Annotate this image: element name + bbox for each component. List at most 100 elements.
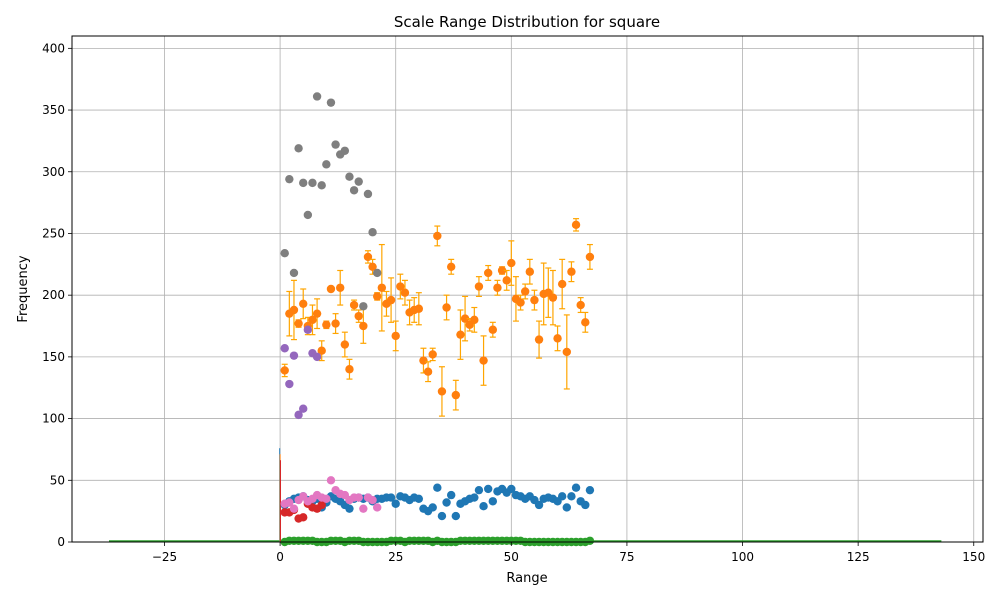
data-point	[373, 268, 382, 278]
y-tick-label: 200	[42, 288, 65, 302]
data-point	[345, 172, 354, 181]
data-point	[359, 302, 368, 311]
data-point	[326, 476, 336, 485]
data-point	[437, 511, 447, 521]
data-point	[368, 228, 377, 237]
y-tick-label: 300	[42, 165, 65, 179]
data-point	[317, 346, 326, 355]
series-1	[280, 218, 595, 417]
y-tick-label: 150	[42, 350, 65, 364]
data-point	[312, 352, 322, 362]
data-point	[363, 189, 373, 199]
data-point	[507, 258, 516, 268]
data-point	[428, 350, 437, 359]
data-point	[280, 366, 289, 375]
x-tick-label: 150	[962, 550, 985, 564]
data-point	[326, 98, 336, 107]
data-point	[446, 490, 456, 500]
x-tick-label: 125	[847, 550, 870, 564]
data-point	[308, 315, 317, 325]
data-point	[433, 483, 442, 492]
data-point	[576, 300, 585, 310]
ticks: −25 0 25 50 75 100 125 150 0 50 100 150 200 250 300 350…	[42, 41, 985, 564]
chart-title: Scale Range Distribution for square	[394, 13, 660, 31]
data-point	[368, 495, 377, 505]
data-point	[585, 252, 595, 262]
data-point	[548, 293, 558, 302]
data-point	[359, 504, 368, 513]
data-point	[497, 266, 507, 275]
data-point	[488, 497, 498, 506]
data-point	[317, 500, 326, 510]
data-point	[349, 186, 359, 195]
data-point	[299, 178, 308, 188]
data-point	[502, 276, 511, 285]
y-tick-label: 400	[42, 41, 65, 55]
data-point	[377, 283, 387, 292]
data-point	[345, 504, 354, 513]
data-point	[386, 493, 396, 502]
x-tick-label: 25	[388, 550, 403, 564]
data-point	[331, 319, 340, 328]
grid	[72, 36, 983, 543]
x-tick-label: 50	[504, 550, 519, 564]
data-point	[460, 314, 470, 323]
x-axis-title: Range	[506, 571, 547, 586]
data-point	[322, 320, 331, 329]
data-point	[312, 309, 322, 318]
data-point	[349, 300, 359, 310]
data-point	[340, 146, 350, 155]
data-point	[479, 502, 488, 511]
data-point	[299, 513, 308, 522]
data-point	[322, 160, 331, 169]
data-point	[400, 288, 410, 297]
data-point	[442, 498, 451, 507]
data-point	[285, 174, 294, 184]
data-point	[442, 303, 451, 312]
data-point	[289, 305, 299, 315]
data-point	[470, 315, 479, 325]
data-point	[423, 367, 433, 376]
y-tick-label: 100	[42, 412, 65, 426]
data-point	[534, 335, 544, 344]
data-point	[470, 493, 479, 502]
data-point	[354, 493, 363, 502]
data-point	[396, 282, 405, 291]
data-point	[567, 267, 576, 276]
data-point	[534, 500, 544, 510]
data-point	[451, 390, 461, 400]
data-point	[507, 484, 516, 494]
data-point	[368, 262, 377, 271]
data-point	[285, 379, 294, 389]
data-point	[516, 298, 525, 307]
data-point	[433, 231, 442, 241]
data-point	[571, 483, 581, 492]
data-point	[414, 494, 424, 504]
data-point	[585, 485, 595, 495]
data-point	[386, 295, 396, 305]
data-point	[354, 177, 363, 186]
data-point	[571, 220, 581, 230]
data-point	[483, 484, 493, 494]
data-point	[285, 498, 294, 507]
data-point	[493, 283, 502, 292]
y-tick-label: 0	[57, 535, 65, 549]
y-tick-label: 250	[42, 226, 65, 240]
x-tick-label: 75	[619, 550, 634, 564]
data-point	[294, 319, 303, 328]
data-point	[322, 494, 331, 504]
series-6	[280, 476, 382, 513]
data-point	[456, 330, 465, 339]
data-point	[428, 503, 437, 512]
data-point	[280, 249, 289, 258]
data-point	[303, 210, 313, 220]
y-tick-label: 350	[42, 103, 65, 117]
data-point	[340, 340, 350, 349]
data-point	[391, 499, 400, 508]
x-tick-label: −25	[152, 550, 177, 564]
data-point	[294, 144, 303, 153]
data-point	[419, 356, 428, 365]
data-point	[373, 292, 382, 301]
